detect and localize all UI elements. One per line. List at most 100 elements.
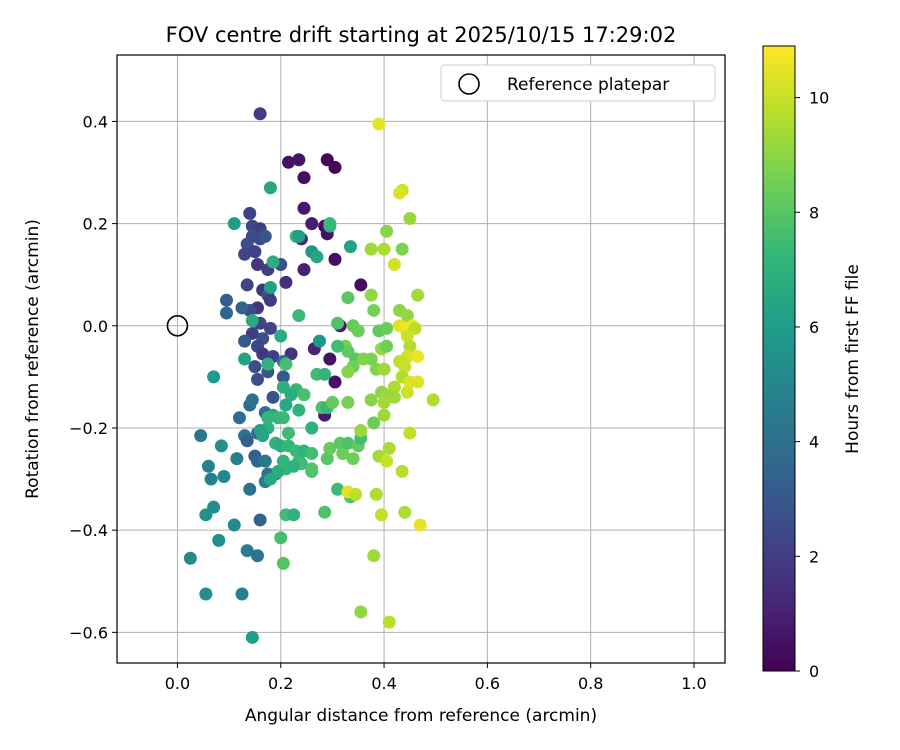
scatter-point bbox=[336, 447, 350, 461]
legend: Reference platepar bbox=[440, 64, 716, 102]
scatter-point bbox=[398, 360, 412, 374]
scatter-point bbox=[395, 464, 409, 478]
scatter-point bbox=[380, 224, 394, 238]
scatter-point bbox=[256, 347, 270, 361]
scatter-point bbox=[377, 362, 391, 376]
scatter-point bbox=[201, 459, 215, 473]
scatter-point bbox=[261, 411, 275, 425]
scatter-point bbox=[227, 217, 241, 231]
scatter-point bbox=[305, 217, 319, 231]
scatter-point bbox=[367, 303, 381, 317]
grid bbox=[117, 55, 725, 663]
scatter-point bbox=[245, 630, 259, 644]
colorbar-tick-label: 0 bbox=[809, 662, 819, 681]
scatter-point bbox=[230, 452, 244, 466]
scatter-point bbox=[318, 505, 332, 519]
scatter-point bbox=[235, 301, 249, 315]
scatter-point bbox=[380, 339, 394, 353]
scatter-point bbox=[266, 390, 280, 404]
scatter-point bbox=[341, 395, 355, 409]
x-tick-label: 0.0 bbox=[165, 674, 190, 693]
reference-platepar-point bbox=[166, 314, 189, 337]
colorbar-tick-label: 6 bbox=[809, 318, 819, 337]
x-tick-label: 0.8 bbox=[578, 674, 603, 693]
scatter-point bbox=[354, 278, 368, 292]
scatter-point bbox=[305, 447, 319, 461]
scatter-point bbox=[426, 393, 440, 407]
colorbar: 0 2 4 6 8 10 Hours from first FF file bbox=[762, 45, 863, 681]
y-tick-label: 0.0 bbox=[83, 317, 108, 336]
scatter-point bbox=[364, 242, 378, 256]
scatter-point bbox=[323, 352, 337, 366]
scatter-point bbox=[367, 416, 381, 430]
scatter-point bbox=[310, 250, 324, 264]
scatter-point bbox=[240, 434, 254, 448]
scatter-point bbox=[323, 217, 337, 231]
scatter-point bbox=[331, 339, 345, 353]
scatter-point bbox=[400, 329, 414, 343]
scatter-point bbox=[258, 454, 272, 468]
x-tick-label: 0.4 bbox=[371, 674, 396, 693]
scatter-point bbox=[320, 452, 334, 466]
scatter-point bbox=[346, 452, 360, 466]
scatter-point bbox=[263, 472, 277, 486]
scatter-point bbox=[411, 375, 425, 389]
scatter-point bbox=[238, 352, 252, 366]
colorbar-gradient bbox=[762, 45, 796, 672]
scatter-point bbox=[403, 426, 417, 440]
scatter-point bbox=[323, 441, 337, 455]
scatter-point bbox=[214, 439, 228, 453]
scatter-point bbox=[240, 544, 254, 558]
colorbar-tick-label: 4 bbox=[809, 433, 819, 452]
scatter-point bbox=[331, 316, 345, 330]
scatter-point bbox=[380, 454, 394, 468]
scatter-point bbox=[253, 107, 267, 121]
scatter-point bbox=[341, 291, 355, 305]
scatter-point bbox=[403, 339, 417, 353]
colorbar-tick-label: 10 bbox=[809, 89, 829, 108]
scatter-point bbox=[351, 324, 365, 338]
scatter-point bbox=[292, 309, 306, 323]
scatter-point bbox=[245, 393, 259, 407]
x-axis-label: Angular distance from reference (arcmin) bbox=[245, 706, 597, 726]
scatter-point bbox=[367, 549, 381, 563]
scatter-point bbox=[220, 293, 234, 307]
scatter-point bbox=[312, 334, 326, 348]
scatter-point bbox=[227, 518, 241, 532]
scatter-point bbox=[263, 280, 277, 294]
scatter-point bbox=[287, 508, 301, 522]
scatter-point bbox=[238, 334, 252, 348]
x-tick-label: 1.0 bbox=[681, 674, 706, 693]
scatter-point bbox=[393, 186, 407, 200]
y-tick-label: −0.4 bbox=[69, 521, 108, 540]
colorbar-tick-label: 8 bbox=[809, 203, 819, 222]
x-tick-label: 0.2 bbox=[268, 674, 293, 693]
scatter-point bbox=[305, 421, 319, 435]
scatter-point bbox=[248, 245, 262, 259]
scatter-point bbox=[369, 487, 383, 501]
scatter-point bbox=[411, 288, 425, 302]
scatter-point bbox=[377, 395, 391, 409]
y-tick-label: −0.6 bbox=[69, 623, 108, 642]
scatter-point bbox=[282, 155, 296, 169]
scatter-point bbox=[364, 288, 378, 302]
colorbar-ticks: 0 2 4 6 8 10 bbox=[795, 89, 829, 681]
scatter-point bbox=[364, 352, 378, 366]
y-tick-label: 0.4 bbox=[83, 112, 108, 131]
scatter-point bbox=[297, 388, 311, 402]
scatter-point bbox=[279, 398, 293, 412]
scatter-point bbox=[183, 551, 197, 565]
scatter-point bbox=[217, 470, 231, 484]
plot-frame bbox=[116, 54, 726, 664]
scatter-point bbox=[251, 257, 265, 271]
scatter-point bbox=[341, 436, 355, 450]
scatter-point bbox=[248, 360, 262, 374]
scatter-point bbox=[343, 240, 357, 254]
scatter-point bbox=[276, 370, 290, 384]
y-axis-label: Rotation from reference (arcmin) bbox=[23, 219, 43, 499]
scatter-point bbox=[256, 429, 270, 443]
scatter-point bbox=[263, 321, 277, 335]
scatter-point bbox=[282, 426, 296, 440]
scatter-point bbox=[349, 487, 363, 501]
